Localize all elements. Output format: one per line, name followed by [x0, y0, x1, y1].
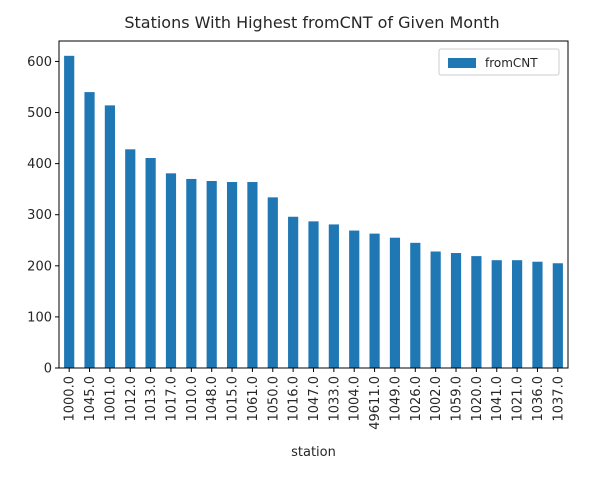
x-tick-label: 1012.0 [124, 376, 139, 422]
legend: fromCNT [438, 48, 560, 76]
bar-1041.0 [491, 260, 502, 368]
bar-1001.0 [104, 105, 115, 369]
x-tick-label: 1002.0 [429, 376, 444, 422]
bar-1059.0 [450, 253, 462, 368]
x-tick-label: 1049.0 [388, 376, 403, 422]
bar-1015.0 [226, 182, 238, 368]
bar-1013.0 [145, 158, 156, 368]
y-tick-label: 0 [44, 362, 52, 377]
x-tick-label: 1017.0 [164, 376, 179, 422]
x-tick-label: 1037.0 [551, 376, 566, 422]
x-tick-label: 1045.0 [83, 376, 98, 422]
x-tick-label: 1026.0 [409, 376, 424, 422]
x-tick-label: 1059.0 [450, 376, 465, 422]
bar-1047.0 [308, 221, 319, 368]
x-tick-label: 1050.0 [266, 376, 281, 422]
bar-1050.0 [267, 197, 278, 368]
bar-1020.0 [471, 256, 482, 368]
bar-1048.0 [206, 180, 217, 368]
x-tick-label: 1001.0 [103, 376, 118, 422]
bar-1045.0 [84, 92, 95, 368]
x-tick-label: 1036.0 [531, 376, 546, 422]
x-axis: 1000.0 1045.0 1001.0 1012.0 1013.0 1017.0 1010… [63, 368, 566, 430]
y-tick-label: 100 [27, 310, 52, 325]
bar-1033.0 [328, 224, 339, 368]
legend-label: fromCNT [485, 56, 538, 70]
bar-49611.0 [369, 233, 380, 368]
bar-1012.0 [125, 149, 136, 368]
y-tick-label: 400 [27, 157, 52, 172]
bar-1049.0 [389, 237, 401, 368]
bar-1036.0 [532, 261, 543, 368]
bar-1010.0 [186, 178, 197, 368]
x-tick-label: 1047.0 [307, 376, 322, 422]
x-tick-label: 1004.0 [348, 376, 363, 422]
x-tick-label: 1000.0 [63, 376, 78, 422]
bar-1004.0 [349, 230, 360, 368]
y-axis: 0 100 200 300 400 500 600 [27, 55, 59, 377]
bars-layer [64, 55, 563, 369]
x-tick-label: 1016.0 [287, 376, 302, 422]
x-tick-label: 1048.0 [205, 376, 220, 422]
x-tick-label: 49611.0 [368, 376, 383, 430]
x-tick-label: 1061.0 [246, 376, 261, 422]
bar-1026.0 [410, 242, 421, 368]
bar-1017.0 [165, 173, 177, 368]
y-tick-label: 600 [27, 55, 52, 70]
x-tick-label: 1020.0 [470, 376, 485, 422]
legend-swatch [448, 58, 476, 68]
x-tick-label: 1010.0 [185, 376, 200, 422]
x-tick-label: 1033.0 [327, 376, 342, 422]
plot-frame [58, 40, 569, 369]
y-tick-label: 200 [27, 259, 52, 274]
bar-1037.0 [552, 263, 563, 368]
bar-1016.0 [288, 216, 299, 368]
bar-1002.0 [430, 251, 441, 368]
x-tick-label: 1013.0 [144, 376, 159, 422]
legend-box [438, 48, 560, 76]
x-tick-label: 1015.0 [226, 376, 241, 422]
bar-1021.0 [512, 260, 523, 368]
bar-1000.0 [64, 55, 75, 368]
y-tick-label: 500 [27, 106, 52, 121]
chart-title: Stations With Highest fromCNT of Given M… [124, 13, 499, 32]
y-tick-label: 300 [27, 208, 52, 223]
bar-1061.0 [247, 182, 258, 368]
x-tick-label: 1021.0 [511, 376, 526, 422]
x-tick-label: 1041.0 [490, 376, 505, 422]
x-axis-label: station [291, 445, 336, 460]
